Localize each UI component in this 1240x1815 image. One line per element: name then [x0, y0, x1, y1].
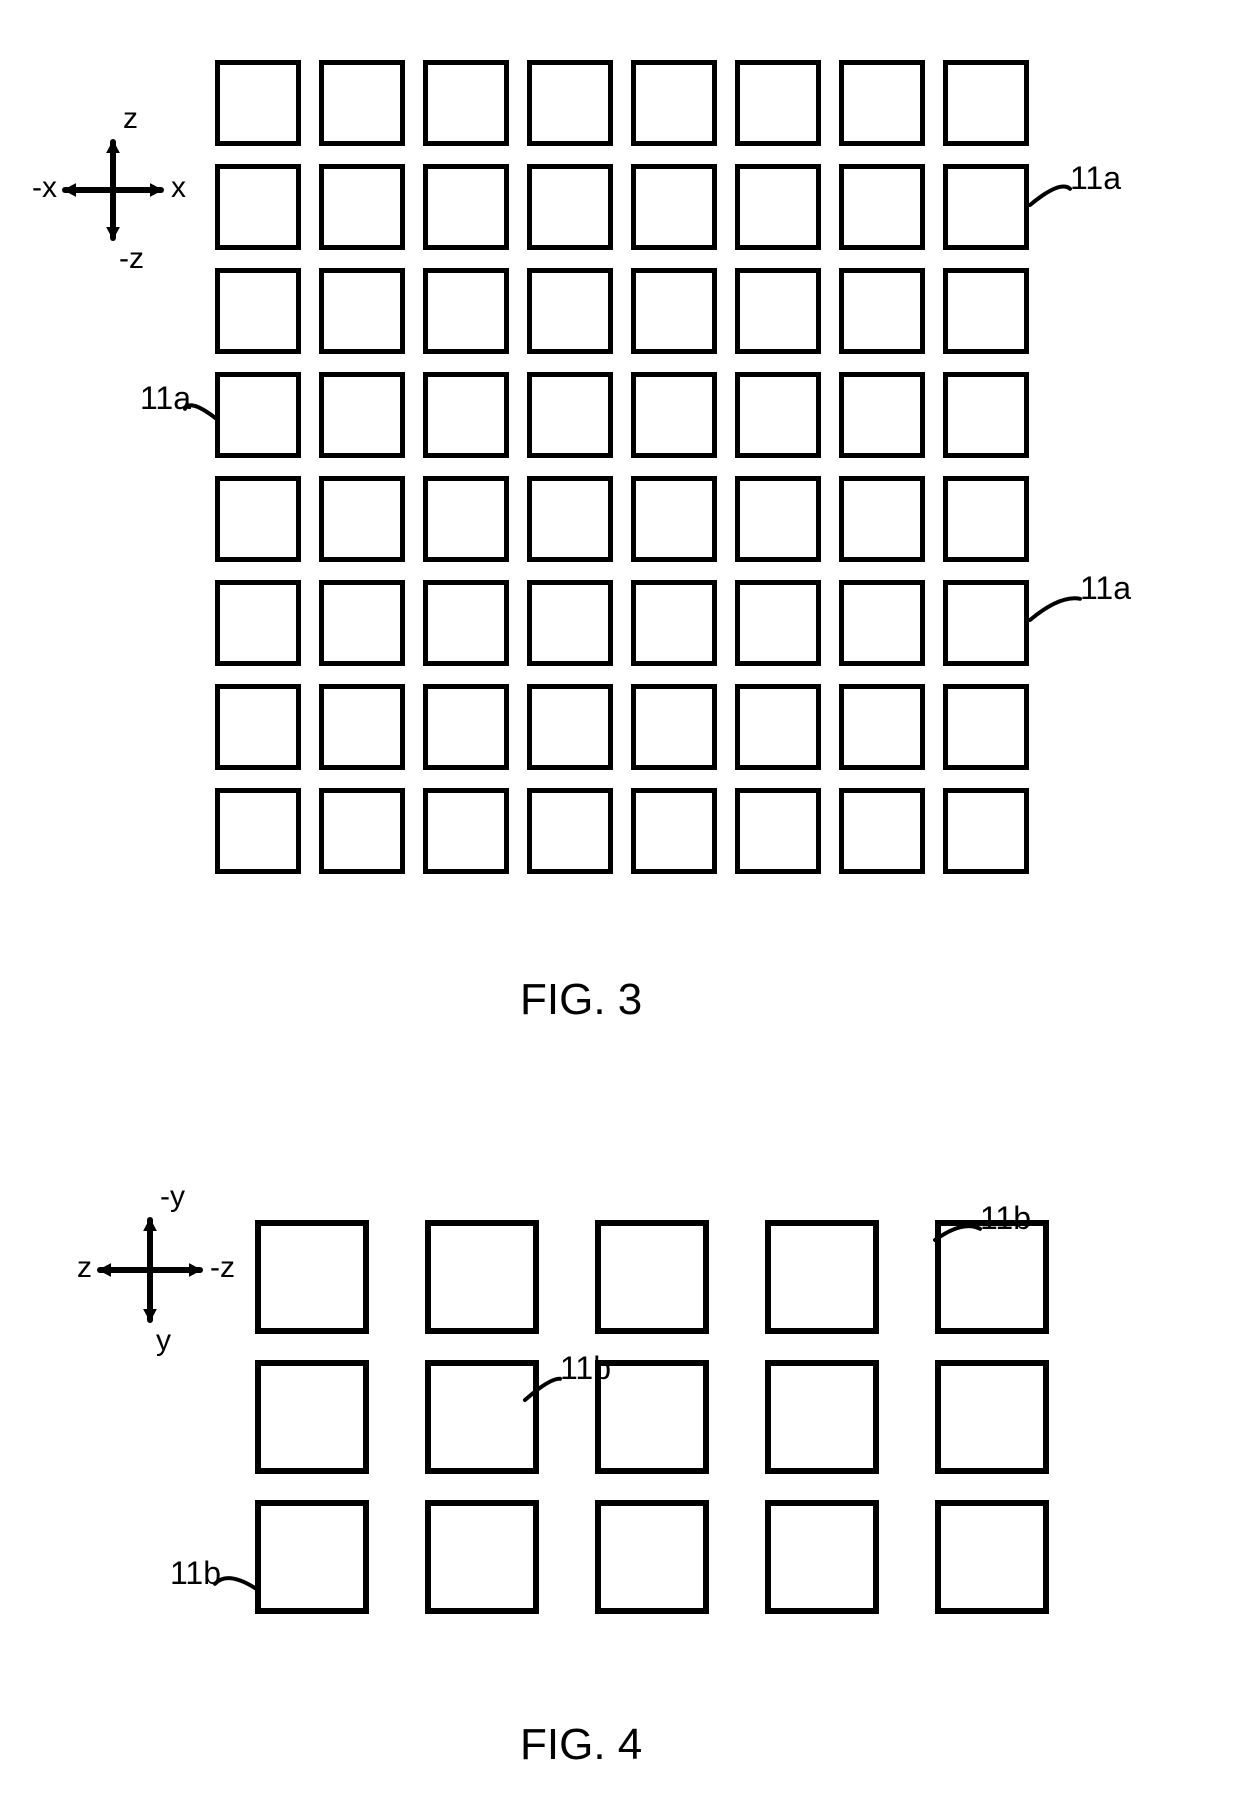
grid-cell — [319, 684, 405, 770]
grid-cell — [319, 788, 405, 874]
grid-cell — [215, 476, 301, 562]
grid-cell — [215, 164, 301, 250]
grid-cell — [735, 788, 821, 874]
grid-cell — [839, 164, 925, 250]
axis-label: y — [156, 1324, 171, 1358]
grid-cell — [319, 580, 405, 666]
grid-cell — [215, 788, 301, 874]
grid-cell — [631, 788, 717, 874]
grid-cell — [631, 60, 717, 146]
grid-cell — [935, 1360, 1049, 1474]
caption-fig3: FIG. 3 — [520, 975, 642, 1025]
grid-cell — [935, 1500, 1049, 1614]
grid-cell — [423, 60, 509, 146]
grid-cell — [423, 164, 509, 250]
grid-cell — [943, 788, 1029, 874]
grid-cell — [735, 60, 821, 146]
grid-cell — [527, 788, 613, 874]
page: 11a 11a 11a FIG. 3 11b 11b 1 — [0, 0, 1240, 1815]
grid-cell — [943, 684, 1029, 770]
caption-fig4: FIG. 4 — [520, 1720, 642, 1770]
grid-cell — [631, 476, 717, 562]
axis-label: -y — [160, 1180, 185, 1214]
grid-cell — [765, 1500, 879, 1614]
grid-cell — [423, 580, 509, 666]
callout-label: 11a — [1080, 570, 1131, 607]
callout-label: 11b — [980, 1200, 1031, 1237]
grid-fig3 — [215, 60, 1029, 874]
callout-label: 11b — [170, 1555, 221, 1592]
axis-fig3 — [57, 134, 169, 246]
grid-cell — [839, 580, 925, 666]
grid-cell — [943, 268, 1029, 354]
grid-cell — [735, 476, 821, 562]
axis-label: -z — [119, 242, 144, 276]
grid-cell — [943, 372, 1029, 458]
axis-label: x — [171, 171, 186, 205]
grid-cell — [319, 268, 405, 354]
grid-cell — [631, 268, 717, 354]
grid-cell — [527, 580, 613, 666]
grid-cell — [255, 1360, 369, 1474]
grid-cell — [735, 684, 821, 770]
grid-cell — [319, 164, 405, 250]
grid-cell — [215, 580, 301, 666]
grid-cell — [735, 268, 821, 354]
grid-cell — [839, 268, 925, 354]
grid-cell — [765, 1220, 879, 1334]
grid-cell — [425, 1500, 539, 1614]
grid-cell — [527, 164, 613, 250]
grid-cell — [839, 476, 925, 562]
grid-cell — [423, 372, 509, 458]
grid-cell — [423, 684, 509, 770]
axis-label: -x — [32, 171, 57, 205]
grid-cell — [423, 476, 509, 562]
axis-label: z — [77, 1251, 92, 1285]
grid-cell — [735, 164, 821, 250]
grid-cell — [527, 476, 613, 562]
axis-label: z — [123, 102, 138, 136]
grid-cell — [839, 60, 925, 146]
grid-cell — [631, 684, 717, 770]
grid-cell — [839, 684, 925, 770]
grid-cell — [527, 268, 613, 354]
grid-cell — [319, 60, 405, 146]
grid-cell — [319, 372, 405, 458]
grid-cell — [527, 684, 613, 770]
grid-cell — [215, 60, 301, 146]
callout-label: 11a — [140, 380, 191, 417]
callout-label: 11a — [1070, 160, 1121, 197]
grid-cell — [735, 580, 821, 666]
grid-cell — [765, 1360, 879, 1474]
grid-cell — [215, 684, 301, 770]
axis-label: -z — [210, 1251, 235, 1285]
grid-cell — [631, 372, 717, 458]
grid-cell — [631, 580, 717, 666]
grid-cell — [423, 268, 509, 354]
grid-cell — [735, 372, 821, 458]
grid-cell — [631, 164, 717, 250]
grid-cell — [839, 372, 925, 458]
grid-cell — [319, 476, 405, 562]
grid-cell — [255, 1220, 369, 1334]
grid-cell — [595, 1500, 709, 1614]
grid-cell — [423, 788, 509, 874]
callout-label: 11b — [560, 1350, 611, 1387]
grid-cell — [595, 1360, 709, 1474]
grid-cell — [527, 60, 613, 146]
grid-cell — [527, 372, 613, 458]
axis-fig4 — [92, 1212, 208, 1328]
grid-cell — [595, 1220, 709, 1334]
grid-cell — [839, 788, 925, 874]
